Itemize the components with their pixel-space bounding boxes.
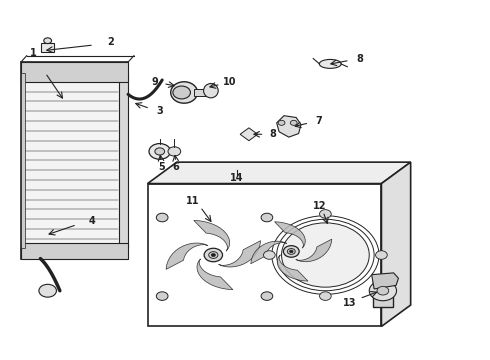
Polygon shape — [381, 162, 411, 327]
Text: 2: 2 — [108, 37, 114, 48]
Polygon shape — [274, 222, 305, 248]
Text: 1: 1 — [30, 48, 36, 58]
Circle shape — [319, 292, 331, 300]
Circle shape — [377, 287, 389, 295]
Circle shape — [369, 281, 396, 301]
Bar — [21, 73, 25, 248]
Circle shape — [278, 120, 285, 125]
Text: 8: 8 — [356, 54, 363, 64]
Circle shape — [290, 120, 297, 125]
Text: 10: 10 — [222, 77, 236, 87]
Circle shape — [282, 223, 369, 287]
Text: 14: 14 — [230, 173, 244, 183]
Circle shape — [283, 246, 299, 257]
Ellipse shape — [171, 82, 197, 103]
Circle shape — [39, 284, 56, 297]
Bar — [41, 43, 54, 53]
Circle shape — [149, 144, 171, 159]
Bar — [21, 243, 128, 258]
Polygon shape — [147, 162, 411, 184]
Ellipse shape — [203, 84, 218, 98]
Polygon shape — [251, 241, 287, 264]
Polygon shape — [194, 220, 230, 251]
Bar — [194, 89, 213, 96]
Polygon shape — [372, 273, 398, 289]
Polygon shape — [197, 259, 233, 290]
Polygon shape — [277, 116, 301, 137]
Text: 9: 9 — [151, 77, 158, 87]
Bar — [373, 275, 392, 307]
Circle shape — [173, 86, 191, 99]
Polygon shape — [147, 184, 381, 327]
Ellipse shape — [319, 59, 341, 68]
Circle shape — [44, 38, 51, 44]
Circle shape — [261, 213, 273, 222]
Circle shape — [211, 253, 216, 257]
Polygon shape — [240, 128, 258, 141]
Text: 12: 12 — [313, 201, 326, 211]
Text: 3: 3 — [156, 107, 163, 116]
Text: 5: 5 — [158, 162, 165, 172]
Text: 11: 11 — [186, 196, 199, 206]
Circle shape — [375, 251, 387, 259]
Circle shape — [156, 292, 168, 300]
Circle shape — [155, 148, 165, 155]
Circle shape — [156, 213, 168, 222]
Text: 4: 4 — [88, 216, 95, 226]
Bar — [21, 62, 128, 82]
Text: 6: 6 — [172, 162, 179, 172]
Bar — [119, 73, 128, 248]
Polygon shape — [166, 243, 208, 269]
Text: 13: 13 — [343, 298, 357, 308]
Circle shape — [287, 248, 295, 254]
Text: 7: 7 — [316, 116, 322, 126]
Polygon shape — [277, 255, 308, 281]
Polygon shape — [296, 239, 332, 262]
Text: 8: 8 — [270, 129, 277, 139]
Circle shape — [290, 250, 293, 253]
Circle shape — [264, 251, 275, 259]
Circle shape — [261, 292, 273, 300]
Circle shape — [209, 252, 218, 258]
Circle shape — [319, 210, 331, 218]
Polygon shape — [219, 241, 261, 267]
Bar — [21, 62, 128, 258]
Circle shape — [168, 147, 181, 156]
Circle shape — [204, 248, 222, 262]
